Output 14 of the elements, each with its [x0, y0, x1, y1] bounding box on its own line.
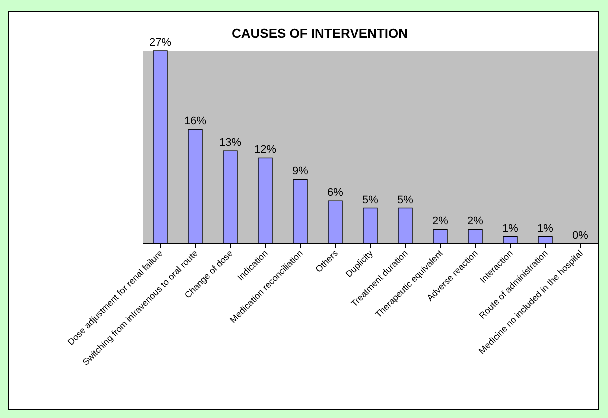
data-label: 9%	[292, 166, 309, 178]
data-label: 16%	[184, 116, 207, 128]
data-label: 2%	[432, 216, 449, 228]
data-label: 0%	[572, 230, 589, 242]
data-label: 5%	[398, 194, 414, 206]
data-label: 5%	[362, 194, 379, 206]
chart-title: CAUSES OF INTERVENTION	[232, 26, 408, 41]
data-label: 13%	[219, 137, 242, 150]
data-label: 1%	[538, 222, 554, 235]
data-label: 27%	[149, 37, 172, 49]
data-label: 2%	[468, 216, 484, 228]
data-label: 12%	[254, 144, 277, 156]
data-label: 1%	[502, 222, 519, 235]
data-label: 6%	[328, 187, 344, 200]
